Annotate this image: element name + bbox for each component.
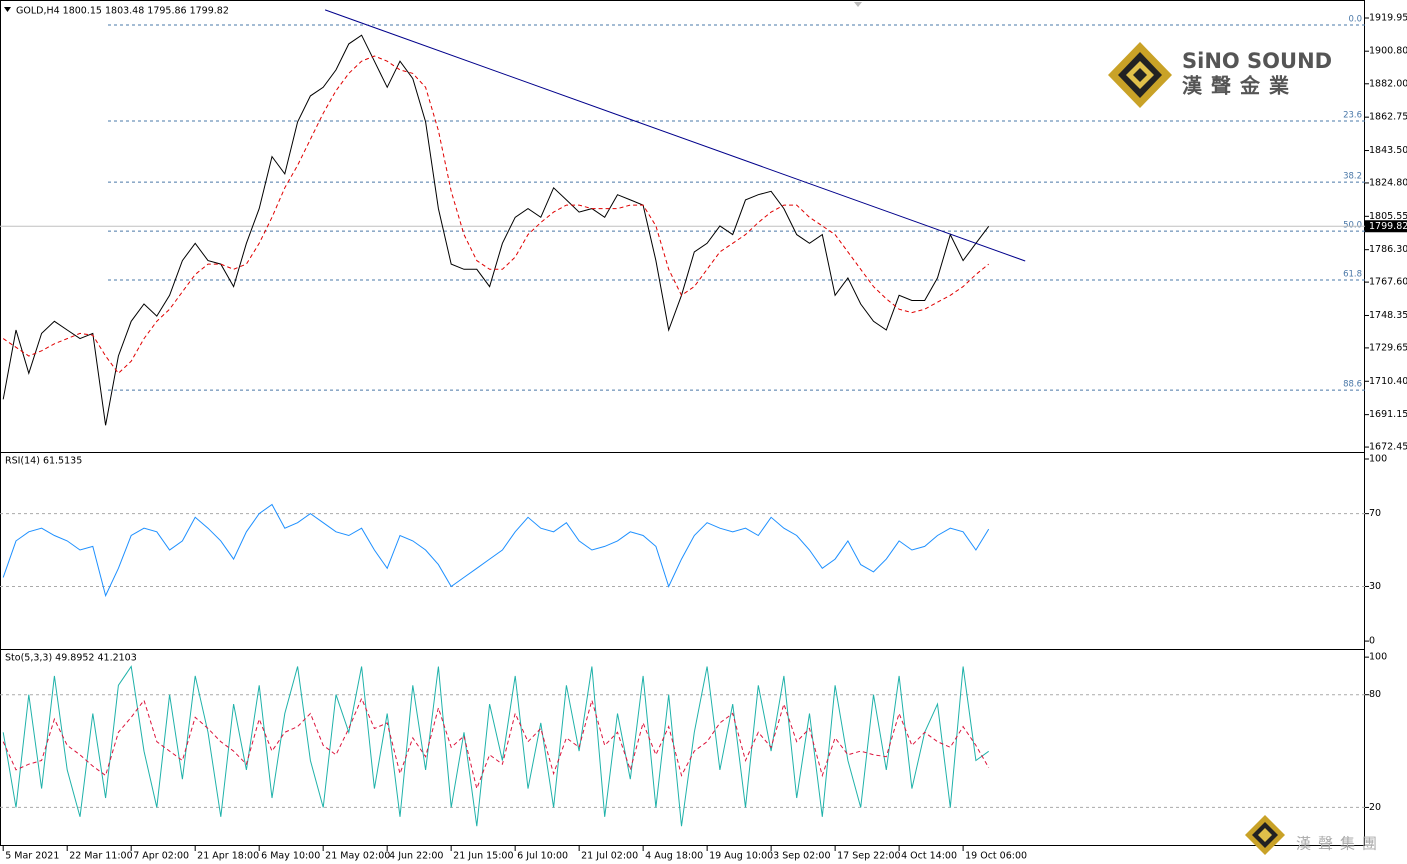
fib-label: 88.6 xyxy=(1343,380,1362,390)
current-price-label: 1799.82 xyxy=(1369,221,1407,232)
fib-label: 61.8 xyxy=(1343,270,1362,280)
y-tick-label: 30 xyxy=(1369,581,1381,592)
y-tick-label: 1919.95 xyxy=(1369,12,1407,23)
pane-label: GOLD,H4 1800.15 1803.48 1795.86 1799.82 xyxy=(16,6,229,17)
pane-label: Sto(5,3,3) 49.8952 41.2103 xyxy=(5,653,137,664)
fib-label: 0.0 xyxy=(1348,15,1362,25)
y-tick-label: 1710.40 xyxy=(1369,376,1407,387)
x-tick-label: 19 Oct 06:00 xyxy=(965,851,1027,862)
x-tick-label: 19 Aug 10:00 xyxy=(709,851,773,862)
series-line xyxy=(2,697,990,791)
y-tick-label: 100 xyxy=(1369,652,1387,663)
shift-marker xyxy=(854,2,862,7)
y-tick-label: 1843.50 xyxy=(1369,145,1407,156)
x-tick-label: 6 Jul 10:00 xyxy=(517,851,568,862)
x-tick-label: 6 May 10:00 xyxy=(261,851,320,862)
series-line xyxy=(2,55,990,375)
logo-diamond xyxy=(1258,828,1272,842)
x-tick-label: 4 Jun 22:00 xyxy=(389,851,443,862)
footer-logo: 漢聲集團 xyxy=(1296,835,1384,853)
x-tick-label: 4 Oct 14:00 xyxy=(901,851,957,862)
y-tick-label: 1786.30 xyxy=(1369,244,1407,255)
x-tick-label: 17 Sep 22:00 xyxy=(837,851,900,862)
y-tick-label: 0 xyxy=(1369,636,1375,647)
x-tick-label: 21 Apr 18:00 xyxy=(197,851,259,862)
x-tick-label: 3 Sep 02:00 xyxy=(773,851,830,862)
logo-diamond xyxy=(1133,68,1147,82)
series-line xyxy=(2,503,990,598)
current-price-box xyxy=(1365,220,1407,233)
x-tick-label: 4 Aug 18:00 xyxy=(645,851,703,862)
y-tick-label: 20 xyxy=(1369,802,1381,813)
fib-label: 38.2 xyxy=(1343,172,1362,182)
y-tick-label: 1862.75 xyxy=(1369,112,1407,123)
x-tick-label: 5 Mar 2021 xyxy=(5,851,59,862)
y-tick-label: 100 xyxy=(1369,454,1387,465)
y-tick-label: 1767.60 xyxy=(1369,277,1407,288)
logo: SiNO SOUND 漢聲金業 漢聲集團 xyxy=(1108,42,1384,855)
pane-label: RSI(14) 61.5135 xyxy=(5,456,82,467)
x-tick-label: 21 Jun 15:00 xyxy=(453,851,513,862)
series-line xyxy=(324,9,1026,262)
x-tick-label: 21 May 02:00 xyxy=(325,851,390,862)
series-line xyxy=(2,34,990,426)
y-tick-label: 1672.45 xyxy=(1369,442,1407,453)
y-tick-label: 80 xyxy=(1369,689,1381,700)
x-tick-label: 7 Apr 02:00 xyxy=(133,851,189,862)
fib-label: 50.0 xyxy=(1343,221,1362,231)
logo-subtitle: 漢聲金業 xyxy=(1182,74,1298,98)
y-tick-label: 1748.35 xyxy=(1369,310,1407,321)
y-tick-label: 1882.00 xyxy=(1369,78,1407,89)
y-tick-label: 1691.15 xyxy=(1369,409,1407,420)
symbol-marker xyxy=(4,7,11,12)
y-tick-label: 1729.65 xyxy=(1369,342,1407,353)
y-tick-label: 70 xyxy=(1369,508,1381,519)
y-tick-label: 1900.80 xyxy=(1369,46,1407,57)
x-tick-label: 22 Mar 11:00 xyxy=(69,851,132,862)
series-line xyxy=(2,665,989,827)
y-tick-label: 1805.55 xyxy=(1369,211,1407,222)
y-tick-label: 1824.80 xyxy=(1369,177,1407,188)
x-tick-label: 21 Jul 02:00 xyxy=(581,851,638,862)
fib-label: 23.6 xyxy=(1343,111,1362,121)
chart-frame xyxy=(0,0,1365,846)
logo-name: SiNO SOUND xyxy=(1182,49,1332,73)
